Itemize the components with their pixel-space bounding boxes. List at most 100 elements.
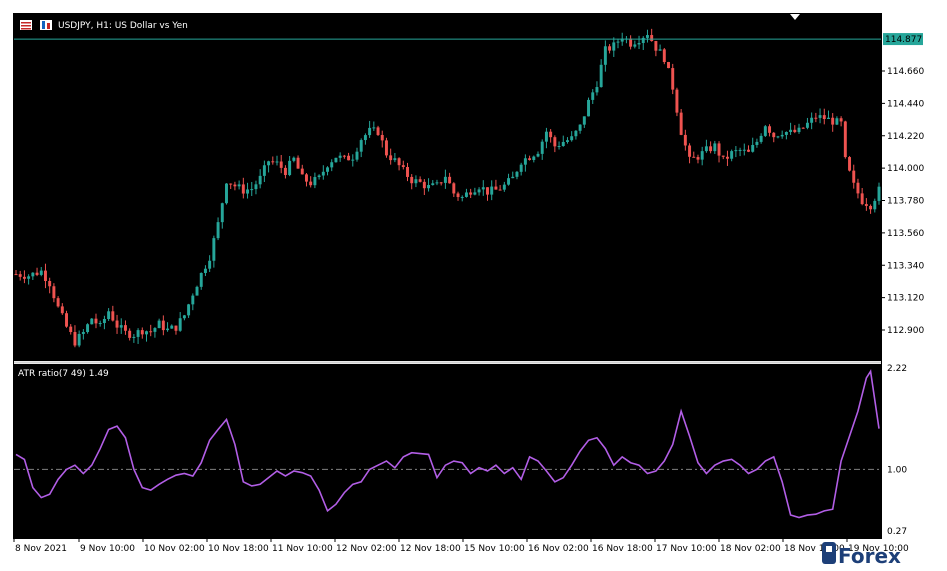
candle-body [368, 127, 372, 136]
candle-body [864, 204, 868, 206]
candle-body [751, 144, 755, 152]
candle-body [473, 192, 477, 195]
candle-body [498, 189, 502, 191]
candle-body [818, 115, 822, 118]
candle-body [637, 43, 641, 45]
candle-body [683, 134, 687, 146]
candle-body [553, 137, 557, 147]
current-price-tag: 114.877 [883, 33, 923, 46]
candle-body [191, 295, 195, 305]
time-axis[interactable]: 8 Nov 2021 9 Nov 10:00 10 Nov 02:00 10 Nov … [13, 538, 909, 554]
candle-body [153, 328, 157, 332]
candle-body [603, 46, 607, 65]
candle-body [288, 160, 292, 176]
candle-body [839, 118, 843, 122]
candle-body [502, 184, 506, 190]
candle-body [486, 187, 489, 195]
indicator-panel[interactable] [14, 364, 881, 538]
candle-body [645, 35, 649, 38]
forex-watermark: Forex [822, 542, 901, 568]
candle-body [536, 153, 540, 157]
candle-body [372, 127, 376, 129]
candle-body [98, 323, 102, 325]
candle-body [595, 87, 599, 93]
chart-shift-marker[interactable] [790, 14, 800, 20]
candle-body [822, 115, 826, 120]
price-tick-label: 113.340 [887, 261, 924, 271]
time-tick-label: 15 Nov 10:00 [464, 544, 525, 554]
candle-body [805, 122, 809, 128]
candle-body [658, 49, 662, 51]
candle-body [414, 179, 418, 184]
candle-body [292, 157, 296, 161]
indicator-tick-label: 2.22 [887, 364, 907, 374]
symbol-header[interactable]: USDJPY, H1: US Dollar vs Yen [20, 20, 188, 31]
candle-body [662, 49, 666, 63]
candle-body [170, 325, 174, 329]
candle-body [397, 158, 401, 166]
time-tick-label: 18 Nov 02:00 [720, 544, 781, 554]
candle-body [65, 313, 68, 327]
candle-body [52, 286, 56, 299]
candle-body [448, 176, 452, 184]
candle-body [700, 151, 704, 160]
candle-body [557, 146, 561, 148]
candle-body [629, 38, 633, 47]
candle-body [384, 140, 388, 156]
candle-body [877, 186, 881, 201]
candle-body [532, 156, 536, 160]
candle-body [734, 150, 738, 152]
candle-body [574, 130, 578, 137]
time-tick-label: 16 Nov 02:00 [528, 544, 589, 554]
watermark-logo-icon [822, 542, 836, 564]
candle-body [410, 176, 414, 184]
candle-body [300, 168, 304, 175]
one-click-trading-icon[interactable] [40, 20, 52, 30]
candle-body [22, 276, 26, 279]
candle-body [86, 324, 90, 333]
time-tick-label: 16 Nov 18:00 [592, 544, 653, 554]
price-axis[interactable]: 114.660 114.440 114.220 114.000 113.780 113.5… [881, 67, 924, 336]
candle-body [14, 274, 18, 276]
candle-body [671, 68, 675, 90]
atr-ratio-line [15, 369, 880, 519]
candle-body [48, 280, 52, 287]
candle-body [119, 325, 123, 328]
candle-body [549, 131, 553, 138]
candle-body [856, 182, 860, 194]
candle-body [115, 320, 119, 328]
time-tick-label: 10 Nov 18:00 [208, 544, 269, 554]
candle-body [776, 136, 780, 138]
candle-body [528, 158, 532, 160]
candle-body [102, 319, 106, 324]
candle-body [843, 121, 847, 158]
candle-body [721, 155, 725, 157]
candle-body [107, 311, 111, 320]
candle-body [591, 92, 595, 100]
candle-body [132, 336, 136, 338]
candle-body [363, 135, 367, 141]
candle-body [725, 156, 729, 159]
candle-body [174, 325, 178, 331]
price-tick-label: 113.560 [887, 229, 924, 239]
candle-body [18, 274, 22, 277]
candle-body [56, 298, 60, 307]
candle-body [544, 131, 548, 142]
candle-body [182, 315, 186, 319]
candle-body [696, 157, 700, 160]
candle-body [208, 260, 212, 269]
chart-menu-icon[interactable] [20, 20, 32, 30]
candle-body [772, 132, 776, 138]
candle-body [258, 175, 262, 185]
candle-body [283, 167, 287, 176]
price-panel[interactable] [14, 14, 881, 361]
candle-body [334, 157, 338, 163]
candle-body [570, 136, 574, 141]
indicator-tick-label: 0.27 [887, 527, 907, 537]
candle-body [376, 127, 380, 135]
candle-body [620, 38, 624, 42]
indicator-axis[interactable]: 2.22 1.00 0.27 [887, 364, 907, 537]
candle-body [747, 149, 750, 152]
candle-body [229, 183, 233, 185]
candle-body [616, 41, 620, 43]
